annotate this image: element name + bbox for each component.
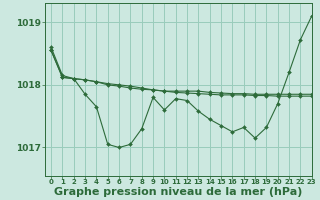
X-axis label: Graphe pression niveau de la mer (hPa): Graphe pression niveau de la mer (hPa)	[54, 187, 303, 197]
